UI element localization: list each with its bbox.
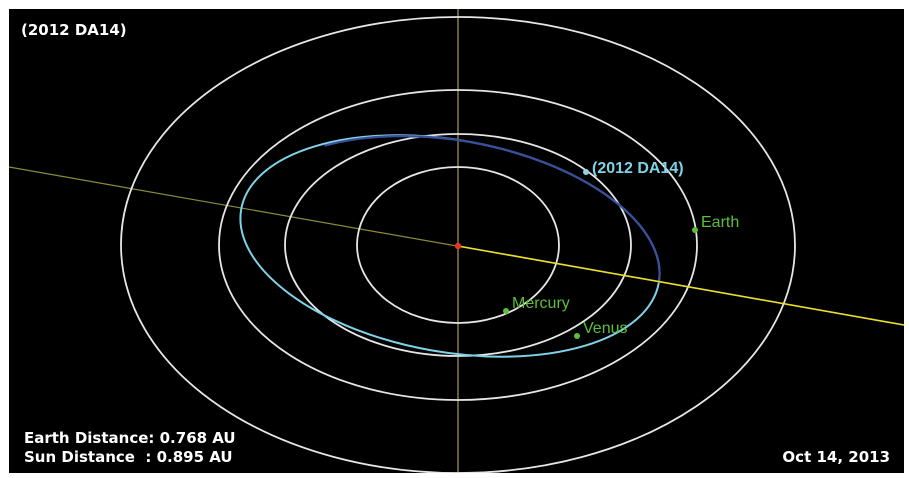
mercury-label: Mercury [512,295,570,312]
earth-marker [692,227,698,233]
earth-orbit [218,89,698,401]
date-readout: Oct 14, 2013 [782,448,890,466]
earth-label: Earth [701,214,739,231]
venus-marker [574,333,580,339]
venus-orbit [284,133,632,357]
outer-orbit [120,16,796,473]
asteroid-marker [583,169,589,175]
orbit-viewer: (2012 DA14) Earth Mercury Venus (2012 DA… [9,9,904,473]
venus-label: Venus [583,320,627,337]
asteroid-label: (2012 DA14) [592,160,684,177]
mercury-orbit [356,166,560,324]
orbit-diagram: (2012 DA14) Earth Mercury Venus [9,9,904,473]
earth-sun-line [457,245,904,326]
sun-distance-readout: Sun Distance : 0.895 AU [24,448,233,466]
sun-marker [454,242,462,250]
object-title: (2012 DA14) [21,21,127,39]
mercury-marker [503,308,509,314]
asteroid-orbit [239,134,661,358]
earth-distance-readout: Earth Distance: 0.768 AU [24,429,236,447]
